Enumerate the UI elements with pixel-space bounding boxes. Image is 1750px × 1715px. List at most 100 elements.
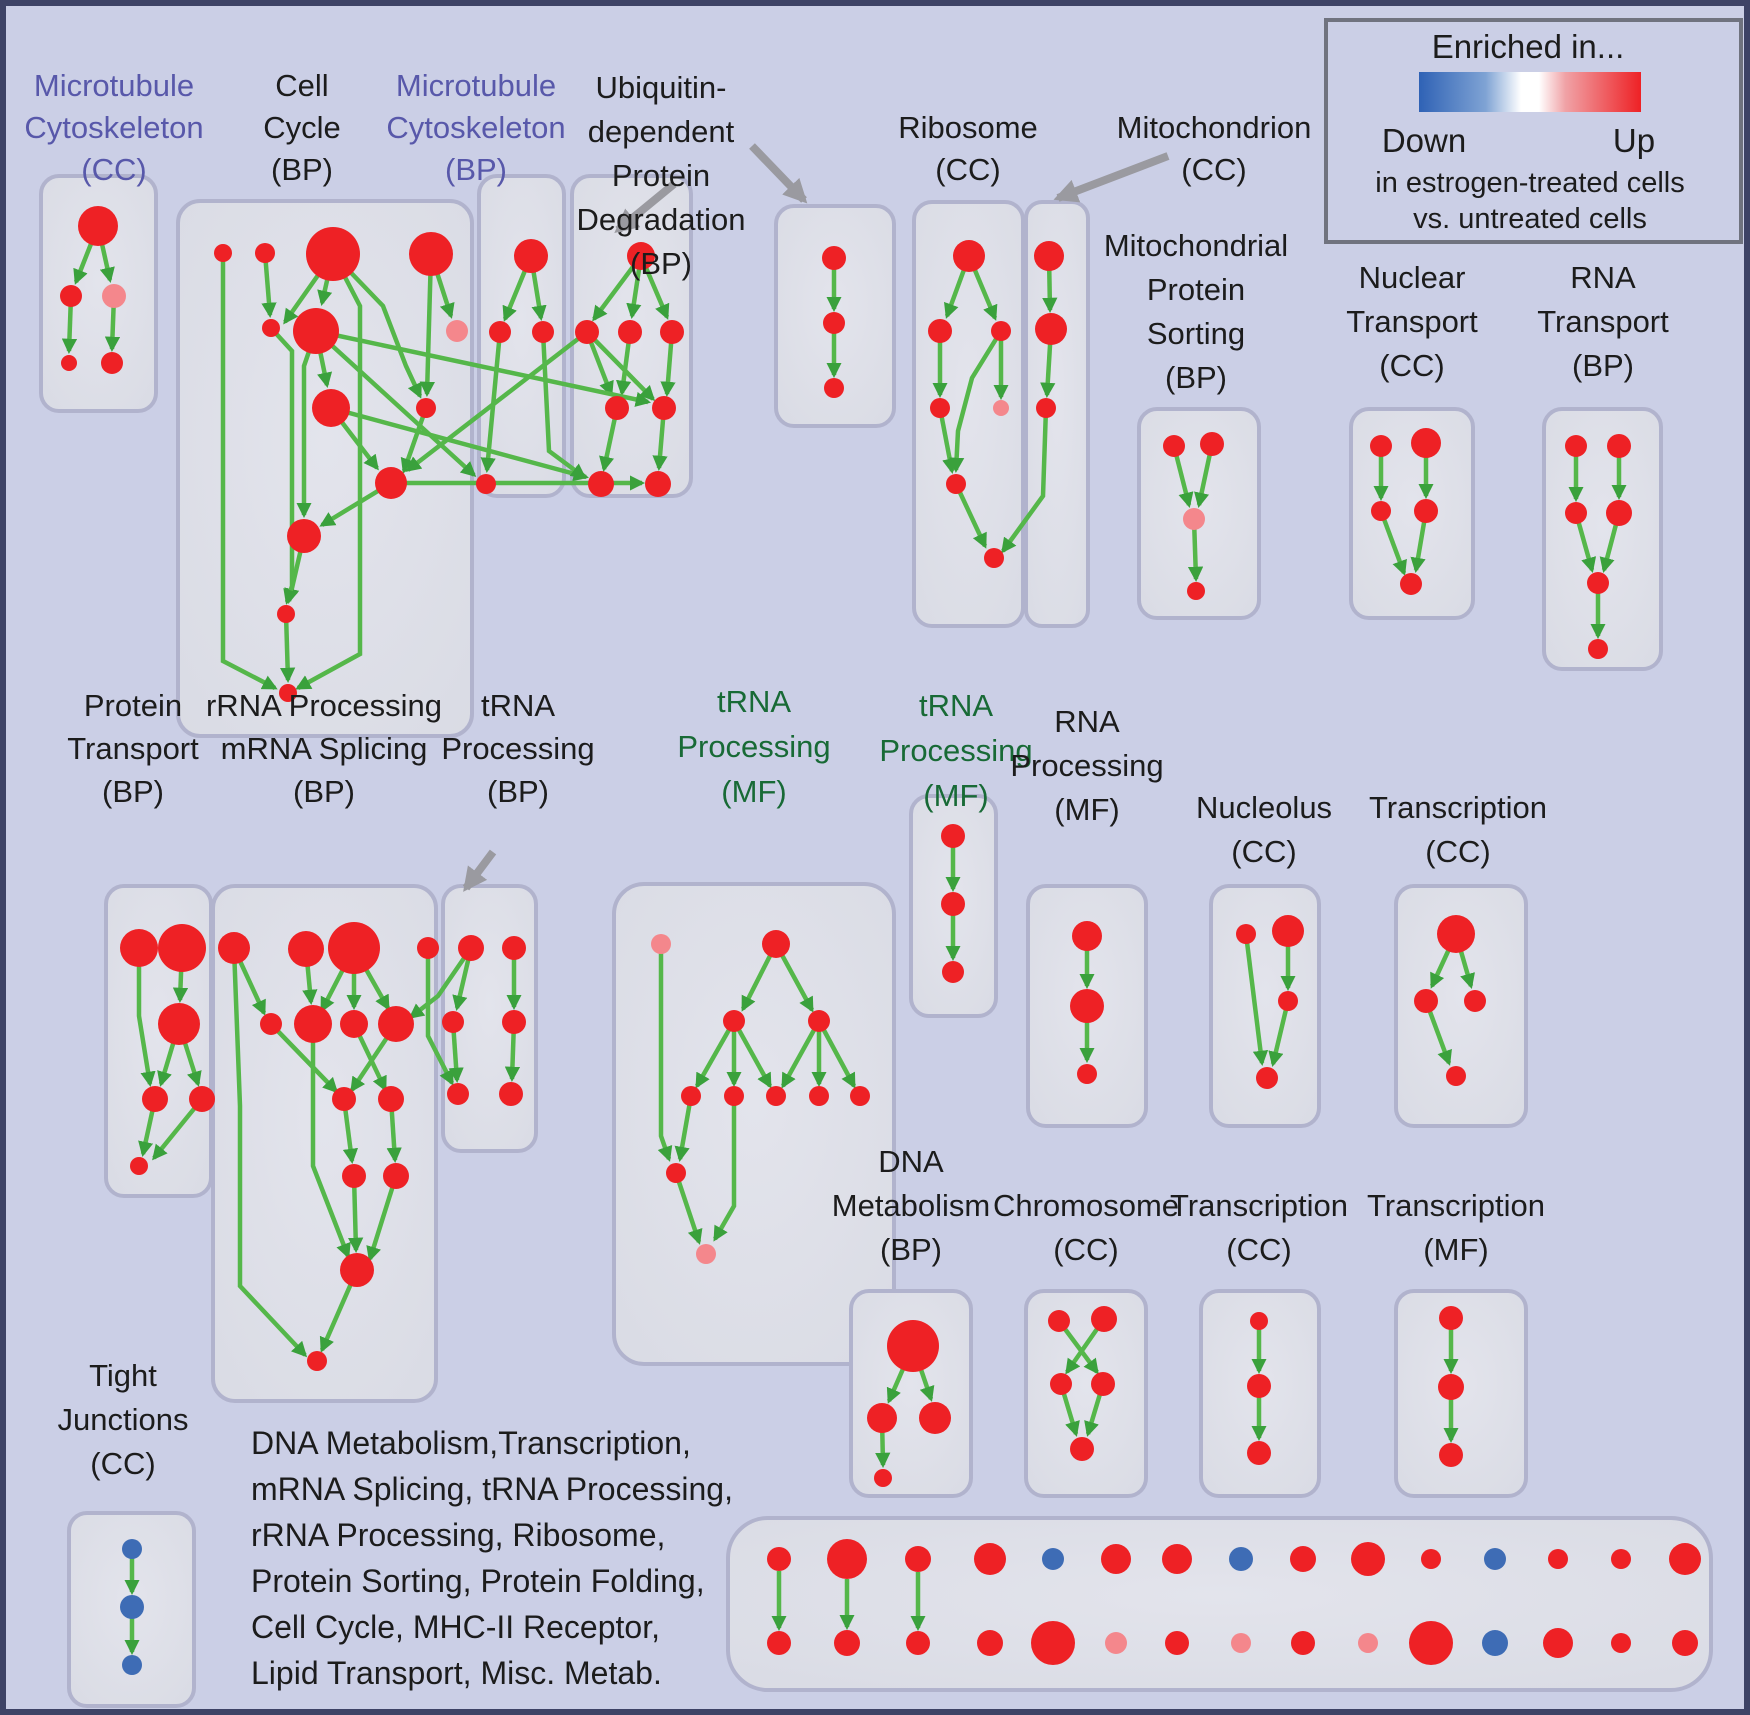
enrichment-edge: [1243, 933, 1269, 1067]
go-term-node-red: [1247, 1441, 1271, 1465]
enrichment-network-canvas: Microtubule Cytoskeleton (CC) Cell Cycle (BP)…: [24, 18, 1743, 1708]
go-term-node-red: [1400, 573, 1422, 595]
enrichment-edge: [231, 947, 308, 1358]
cluster-box-shared-terms: [726, 1516, 1713, 1692]
go-term-node-pink: [696, 1244, 716, 1264]
legend-box: [1324, 18, 1743, 244]
go-term-node-red: [312, 389, 350, 427]
cluster-label-rrna-mrna: rRNA Processing mRNA Splicing (BP): [206, 688, 442, 809]
go-term-node-red: [1414, 499, 1438, 523]
go-term-node-red: [941, 824, 965, 848]
go-term-node-red: [809, 1086, 829, 1106]
go-term-node-red: [991, 321, 1011, 341]
go-term-node-red: [340, 1010, 368, 1038]
cluster-label-transcription-mf: Transcription (MF): [1367, 1188, 1545, 1267]
go-term-node-red: [906, 1631, 930, 1655]
go-term-node-blue: [1042, 1548, 1064, 1570]
enrichment-edge: [781, 1019, 821, 1089]
enrichment-edge: [136, 948, 156, 1088]
cluster-label-tight-junctions: Tight Junctions (CC): [58, 1358, 189, 1481]
go-term-node-red: [660, 320, 684, 344]
go-term-node-red: [1077, 1064, 1097, 1084]
go-term-node-red: [1446, 1066, 1466, 1086]
cluster-label-protein-transport: Protein Transport (BP): [67, 688, 199, 809]
go-term-node-red: [1034, 241, 1064, 271]
go-term-node-red: [260, 1013, 282, 1035]
go-term-node-red: [974, 1543, 1006, 1575]
go-term-node-red: [307, 1351, 327, 1371]
cluster-label-mitochondrion: Mitochondrion (CC): [1117, 110, 1312, 187]
go-term-node-blue: [1229, 1547, 1253, 1571]
go-term-node-red: [1035, 313, 1067, 345]
enrichment-edge: [953, 483, 988, 549]
go-term-node-red: [681, 1086, 701, 1106]
go-term-node-pink: [102, 284, 126, 308]
go-term-node-red: [189, 1086, 215, 1112]
go-term-node-red: [874, 1469, 892, 1487]
go-term-node-red: [666, 1163, 686, 1183]
cluster-label-mito-sorting: Mitochondrial Protein Sorting (BP): [1104, 228, 1288, 395]
go-term-node-red: [887, 1320, 939, 1372]
go-term-node-red: [1606, 500, 1632, 526]
enrichment-edge: [220, 253, 278, 690]
cluster-label-cell-cycle: Cell Cycle (BP): [263, 68, 341, 187]
cluster-box-chromosome: [1024, 1289, 1148, 1498]
go-term-node-red: [946, 474, 966, 494]
cluster-label-trna-bp: tRNA Processing (BP): [441, 688, 594, 809]
go-term-node-red: [60, 285, 82, 307]
go-term-node-red: [724, 1086, 744, 1106]
enrichment-edge: [295, 252, 363, 690]
go-term-node-red: [1187, 582, 1205, 600]
cluster-label-rna-transport: RNA Transport (BP): [1537, 260, 1669, 383]
go-term-node-red: [158, 1003, 200, 1045]
go-term-node-red: [850, 1086, 870, 1106]
go-term-node-red: [120, 929, 158, 967]
enrichment-edge: [405, 330, 589, 472]
go-term-node-red: [78, 206, 118, 246]
go-term-node-red: [1437, 915, 1475, 953]
go-term-node-blue: [122, 1655, 142, 1675]
legend-gradient-bar: [1419, 72, 1641, 112]
legend-subtitle-line1: in estrogen-treated cells: [1375, 167, 1685, 199]
go-term-node-red: [328, 922, 380, 974]
enrichment-edge: [261, 252, 277, 319]
go-term-node-red: [1200, 432, 1224, 456]
go-term-node-red: [416, 398, 436, 418]
enrichment-edge: [695, 1019, 736, 1089]
go-term-node-red: [417, 937, 439, 959]
go-term-node-red: [378, 1006, 414, 1042]
go-term-node-red: [502, 936, 526, 960]
go-term-node-red: [984, 548, 1004, 568]
go-term-node-red: [375, 467, 407, 499]
go-term-node-red: [1070, 989, 1104, 1023]
enrichment-edge: [657, 944, 673, 1162]
go-term-node-pink: [1231, 1633, 1251, 1653]
go-term-node-red: [808, 1010, 830, 1032]
go-term-node-red: [306, 227, 360, 281]
enrichment-edge: [310, 1024, 351, 1259]
go-term-node-red: [1565, 502, 1587, 524]
enrichment-edge: [480, 331, 503, 474]
go-term-node-red: [766, 1086, 786, 1106]
cluster-label-microtubule-cc: Microtubule Cytoskeleton (CC): [24, 68, 203, 187]
go-term-node-red: [1256, 1067, 1278, 1089]
go-term-node-red: [1370, 435, 1392, 457]
go-term-node-red: [532, 321, 554, 343]
go-term-node-red: [827, 1539, 867, 1579]
go-term-node-red: [627, 242, 655, 270]
go-term-node-red: [293, 308, 339, 354]
legend-subtitle-line2: vs. untreated cells: [1413, 203, 1647, 235]
enrichment-edge: [585, 330, 656, 402]
go-term-node-red: [340, 1253, 374, 1287]
go-term-node-red: [618, 320, 642, 344]
cluster-label-trna-mf-2: tRNA Processing (MF): [879, 688, 1032, 813]
go-term-node-red: [1439, 1443, 1463, 1467]
go-term-node-red: [1548, 1549, 1568, 1569]
enrichment-edge: [673, 1172, 703, 1245]
go-term-node-red: [447, 1083, 469, 1105]
go-term-node-red: [919, 1402, 951, 1434]
go-term-node-red: [953, 240, 985, 272]
label-pointer-arrow: [1053, 152, 1170, 203]
enrichment-edge: [1268, 1000, 1291, 1067]
